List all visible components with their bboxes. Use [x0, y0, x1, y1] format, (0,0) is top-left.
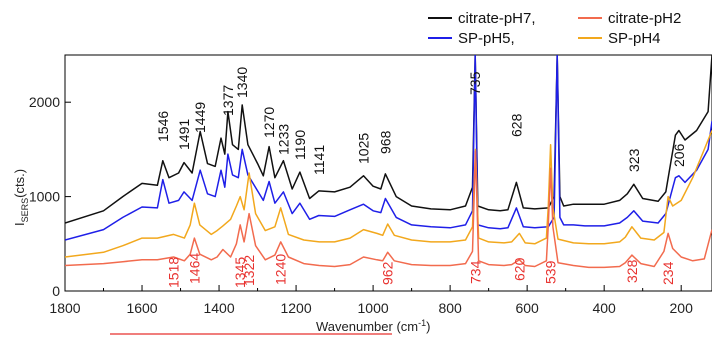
series-line-3 [65, 150, 712, 269]
y-tick-label-1: 1000 [29, 189, 60, 205]
x-tick-label-8: 200 [670, 300, 694, 316]
y-axis-title-sub: SERS [20, 198, 30, 223]
peak-label-black-1491: 1491 [176, 119, 192, 150]
peak-label-black-1025: 1025 [356, 133, 372, 164]
x-tick-label-5: 800 [438, 300, 462, 316]
svg-text:ISERS(cts.): ISERS(cts.) [12, 169, 30, 226]
plot-frame [64, 54, 712, 292]
peak-label-black-628: 628 [508, 113, 524, 137]
series-line-0 [65, 55, 712, 224]
x-tick-label-0: 1800 [49, 300, 80, 316]
peak-label-red-734: 734 [468, 260, 484, 284]
peak-label-black-968: 968 [377, 130, 393, 154]
peak-label-black-1377: 1377 [220, 85, 236, 116]
y-axis: 0 1000 2000 [29, 94, 71, 299]
y-tick-label-2: 2000 [29, 94, 60, 110]
peak-label-black-1270: 1270 [261, 107, 277, 138]
peak-label-black-1233: 1233 [275, 124, 291, 155]
peak-label-black-323: 323 [626, 148, 642, 172]
peak-label-red-234: 234 [660, 261, 676, 285]
y-axis-title: ISERS(cts.) [12, 169, 30, 226]
x-tick-label-3: 1200 [280, 300, 311, 316]
x-axis-title: Wavenumber (cm-1) [316, 318, 430, 334]
x-axis-title-end: ) [426, 319, 430, 334]
peak-label-red-1518: 1518 [166, 257, 182, 288]
legend-label-sp-ph4: SP-pH4 [608, 30, 661, 47]
peak-label-red-620: 620 [511, 257, 527, 281]
peak-label-black-1141: 1141 [311, 145, 327, 175]
x-axis-title-sup: -1 [418, 318, 426, 328]
legend: citrate-pH7, citrate-pH2 SP-pH5, SP-pH4 [428, 10, 681, 47]
peak-label-red-539: 539 [543, 260, 559, 284]
peak-label-red-1322: 1322 [241, 255, 257, 286]
peak-label-red-1464: 1464 [186, 253, 202, 284]
x-tick-label-4: 1000 [358, 300, 389, 316]
x-tick-label-1: 1600 [126, 300, 157, 316]
peak-label-black-1546: 1546 [155, 111, 171, 142]
peak-label-red-962: 962 [380, 261, 396, 285]
x-axis: 1800 1600 1400 1200 1000 800 600 400 200 [49, 285, 693, 316]
x-tick-label-7: 400 [592, 300, 616, 316]
peak-label-red-1345: 1345 [232, 257, 248, 288]
x-tick-label-6: 600 [515, 300, 539, 316]
series-layer [65, 55, 712, 269]
peak-label-black-206: 206 [671, 143, 687, 167]
x-tick-label-2: 1400 [203, 300, 234, 316]
y-axis-title-end: (cts.) [12, 169, 27, 198]
peak-label-red-1240: 1240 [273, 254, 289, 285]
y-tick-label-0: 0 [52, 283, 60, 299]
legend-label-citrate-ph2: citrate-pH2 [608, 10, 681, 27]
legend-label-sp-ph5: SP-pH5, [458, 30, 515, 47]
legend-label-citrate-ph7: citrate-pH7, [458, 10, 536, 27]
peak-label-red-328: 328 [624, 259, 640, 283]
peak-label-black-1340: 1340 [234, 67, 250, 98]
series-line-2 [65, 130, 712, 258]
peak-label-black-735: 735 [467, 71, 483, 95]
peak-label-black-1449: 1449 [192, 102, 208, 133]
series-line-1 [65, 55, 712, 241]
x-axis-title-main: Wavenumber (cm [316, 319, 418, 334]
peak-label-black-1190: 1190 [292, 130, 308, 160]
y-axis-title-main: I [12, 222, 27, 226]
